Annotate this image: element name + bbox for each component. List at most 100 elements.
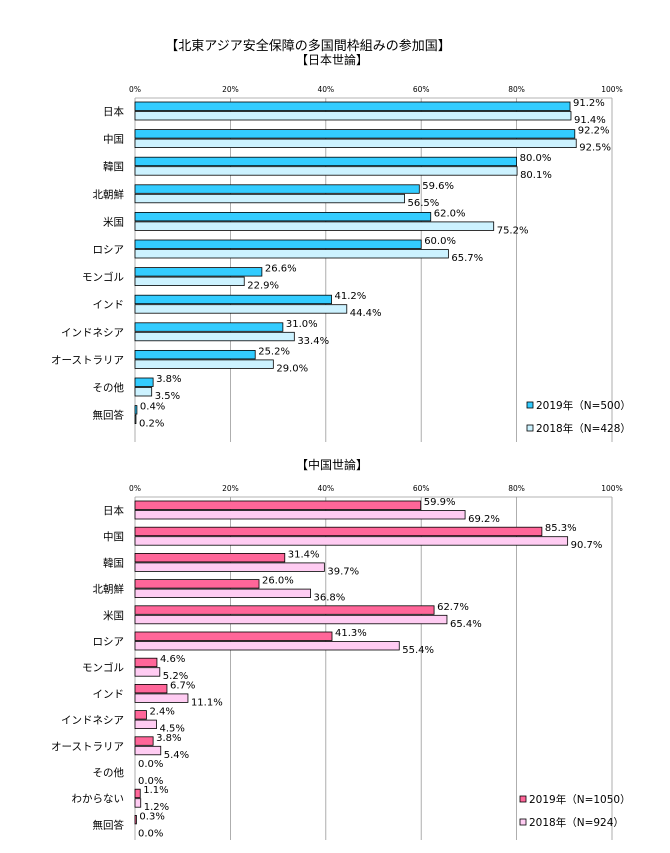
x-tick-label: 80% [508,85,525,94]
category-label: オーストラリア [51,354,124,366]
category-label: 無回答 [93,409,125,422]
data-label: 91.2% [573,98,605,109]
data-label: 75.2% [497,225,529,236]
x-tick-label: 80% [508,484,525,493]
bar [134,588,311,598]
data-label: 80.1% [520,170,552,181]
data-label: 6.7% [170,680,195,691]
chart-china-opinion: 【中国世論】 0% 20% 40% 60% 80% 100% 日本 59.9% 69.2% 中国 85… [51,457,631,840]
bar [134,377,154,387]
category-label: ロシア [93,244,125,256]
x-tick-label: 40% [317,85,334,94]
bar [134,193,405,204]
data-label: 65.7% [451,253,483,264]
data-label: 0.0% [138,776,163,787]
legend-swatch [519,795,527,803]
category-label: ロシア [93,636,125,648]
data-label: 1.2% [144,802,169,813]
x-tick-label: 0% [129,85,141,94]
legend-label: 2019年（N=500） [536,399,631,412]
data-label: 0.0% [138,759,163,770]
data-label: 69.2% [468,514,500,525]
bar [134,294,332,305]
x-tick-label: 0% [129,484,141,493]
data-label: 80.0% [520,153,552,164]
bar [134,605,435,615]
bar [134,579,260,589]
bar [134,553,286,563]
page-title: 【北東アジア安全保障の多国間枠組みの参加国】 [165,38,450,54]
data-label: 39.7% [327,566,359,577]
bar [134,510,466,520]
bar [134,710,147,720]
bar [134,304,348,314]
bar [134,405,138,415]
x-tick-label: 60% [413,85,430,94]
bar [134,221,495,231]
data-label: 92.5% [579,143,611,154]
legend-swatch [526,424,534,432]
x-tick-label: 100% [601,484,622,493]
x-tick-label: 40% [317,484,334,493]
bar [134,667,161,677]
data-label: 31.0% [286,319,318,330]
category-label: インド [93,688,125,700]
data-label: 41.3% [335,628,367,639]
bar [134,614,448,625]
bar [134,331,295,342]
bar [134,239,422,249]
data-label: 59.6% [422,181,454,192]
data-label: 5.2% [163,671,188,682]
category-label: モンゴル [82,271,124,284]
bar [134,500,422,510]
data-label: 90.7% [571,540,603,551]
bar [134,166,518,176]
data-label: 5.4% [164,750,189,761]
category-label: その他 [93,766,125,779]
data-label: 91.4% [574,115,606,126]
chart-title: 【中国世論】 [296,457,368,472]
chart-japan-opinion: 【日本世論】 0% 20% 40% 60% 80% 100% 日本 91.2% 91.4% 中国 92… [51,52,631,442]
bar [134,798,142,808]
bar [134,736,154,746]
bar [134,631,333,641]
bar [134,414,137,425]
data-label: 2.4% [149,707,174,718]
x-tick-label: 60% [413,484,430,493]
bar [134,526,543,537]
bar [134,745,162,756]
bar [134,129,576,139]
category-label: 韓国 [103,161,124,173]
data-label: 31.4% [288,549,320,560]
category-label: 北朝鮮 [93,188,125,201]
legend-swatch [526,401,534,409]
category-label: 韓国 [103,557,124,569]
data-label: 3.5% [155,391,180,402]
data-label: 65.4% [450,619,482,630]
x-tick-label: 20% [222,85,239,94]
bar [134,562,325,572]
category-label: 中国 [103,133,124,146]
data-label: 0.3% [139,811,164,822]
bar [134,359,274,369]
bar [134,184,420,194]
category-label: オーストラリア [51,741,124,753]
data-label: 0.2% [139,419,164,430]
data-label: 11.1% [191,697,223,708]
data-label: 1.1% [143,785,168,796]
legend-label: 2018年（N=428） [536,422,631,435]
data-label: 41.2% [335,291,367,302]
data-label: 3.8% [156,733,181,744]
bar [134,387,153,397]
category-label: 米国 [103,609,124,622]
data-label: 36.8% [314,593,346,604]
data-label: 29.0% [276,363,308,374]
bar [134,788,141,799]
chart-title: 【日本世論】 [296,52,368,67]
category-label: 日本 [103,105,124,118]
data-label: 4.5% [159,724,184,735]
category-label: インドネシア [61,715,124,727]
data-label: 92.2% [578,126,610,137]
data-label: 85.3% [545,523,577,534]
